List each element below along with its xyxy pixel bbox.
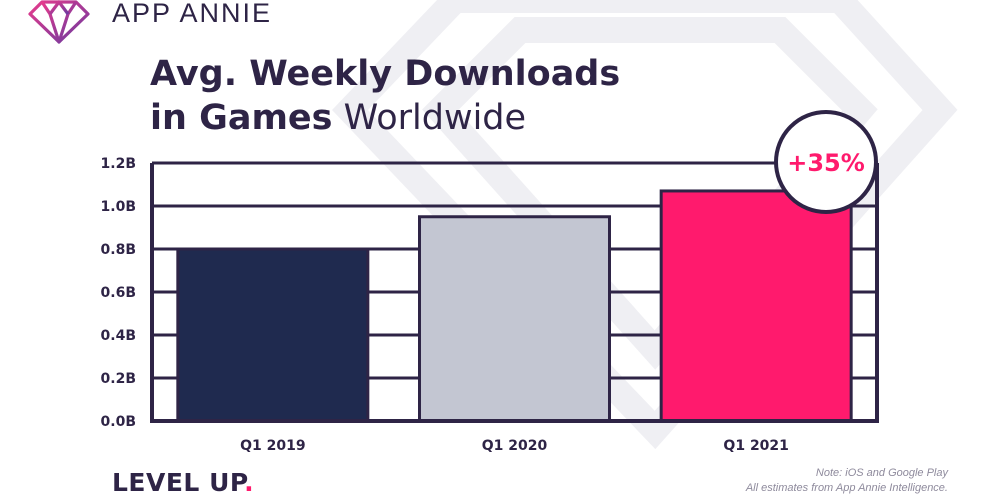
chart-title-light: Worldwide <box>343 98 527 138</box>
note-line2: All estimates from App Annie Intelligenc… <box>745 482 948 494</box>
y-tick-label: 0.8B <box>101 242 136 258</box>
chart-title-line1: Avg. Weekly Downloads <box>150 54 621 94</box>
chart-title-line2: in Games Worldwide <box>150 98 526 138</box>
tagline: LEVEL UP. <box>112 468 254 497</box>
chart-title-bold: in Games <box>150 98 333 138</box>
plot-frame <box>150 163 879 423</box>
growth-badge: +35% <box>774 110 878 214</box>
note-line1: Note: iOS and Google Play <box>815 467 948 479</box>
badge-circle <box>774 110 878 214</box>
bar <box>659 189 853 423</box>
x-category-label: Q1 2019 <box>240 438 305 454</box>
bar <box>418 215 611 423</box>
y-tick-label: 0.0B <box>101 414 136 430</box>
y-axis-ticks: 0.0B 0.2B 0.4B 0.6B 0.8B 1.0B 1.2B <box>101 156 136 430</box>
y-tick-label: 0.2B <box>101 371 136 387</box>
app-annie-logo-icon <box>28 0 90 44</box>
brand-name: APP ANNIE <box>112 0 273 28</box>
badge-label: +35% <box>787 149 865 177</box>
bars <box>176 189 853 423</box>
y-tick-label: 1.0B <box>101 199 136 215</box>
y-tick-label: 0.6B <box>101 285 136 301</box>
y-tick-label: 0.4B <box>101 328 136 344</box>
x-category-label: Q1 2020 <box>482 438 548 454</box>
x-category-label: Q1 2021 <box>723 438 788 454</box>
tagline-text: LEVEL UP <box>112 468 245 497</box>
y-tick-label: 1.2B <box>101 156 136 172</box>
tagline-dot: . <box>244 468 255 497</box>
bar <box>176 247 370 423</box>
x-axis-categories: Q1 2019 Q1 2020 Q1 2021 <box>240 438 789 454</box>
